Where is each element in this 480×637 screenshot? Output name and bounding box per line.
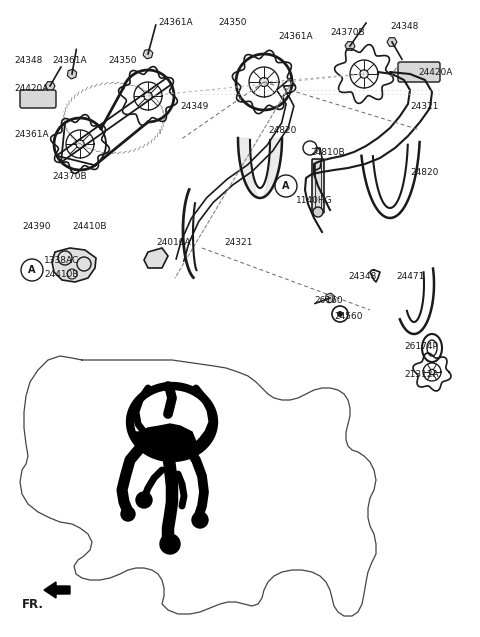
Polygon shape — [387, 38, 397, 47]
Text: 21312A: 21312A — [404, 370, 439, 379]
Text: 1140HG: 1140HG — [296, 196, 333, 205]
Circle shape — [429, 369, 435, 375]
Text: 24350: 24350 — [108, 56, 136, 65]
Text: 24410B: 24410B — [44, 270, 79, 279]
Text: 24010A: 24010A — [156, 238, 191, 247]
Text: 26160: 26160 — [314, 296, 343, 305]
Circle shape — [136, 492, 152, 508]
Text: A: A — [28, 265, 36, 275]
Polygon shape — [52, 248, 96, 282]
Circle shape — [160, 534, 180, 554]
Text: 24820: 24820 — [268, 126, 296, 135]
Text: A: A — [282, 181, 290, 191]
Text: 24370B: 24370B — [52, 172, 86, 181]
Polygon shape — [345, 41, 355, 50]
Text: 24420A: 24420A — [14, 84, 48, 93]
Text: 24349: 24349 — [180, 102, 208, 111]
Text: 24361A: 24361A — [278, 32, 312, 41]
Text: 24321: 24321 — [224, 238, 252, 247]
Text: 24410B: 24410B — [72, 222, 107, 231]
Text: 24361A: 24361A — [158, 18, 192, 27]
Text: 24348: 24348 — [390, 22, 419, 31]
Text: 26174P: 26174P — [404, 342, 438, 351]
Text: 24350: 24350 — [218, 18, 247, 27]
Text: 24348: 24348 — [14, 56, 42, 65]
Text: 24471: 24471 — [396, 272, 424, 281]
Circle shape — [360, 70, 368, 78]
Text: 24361A: 24361A — [52, 56, 86, 65]
Polygon shape — [45, 82, 55, 90]
Text: 24361A: 24361A — [14, 130, 48, 139]
Circle shape — [313, 207, 323, 217]
Polygon shape — [44, 582, 70, 598]
Text: 24810B: 24810B — [310, 148, 345, 157]
Text: 24820: 24820 — [410, 168, 438, 177]
Text: 24370B: 24370B — [330, 28, 365, 37]
Text: 24420A: 24420A — [418, 68, 452, 77]
Polygon shape — [67, 69, 77, 79]
Polygon shape — [144, 248, 168, 268]
Circle shape — [121, 507, 135, 521]
Text: 24321: 24321 — [410, 102, 438, 111]
Polygon shape — [325, 293, 335, 303]
Text: 24560: 24560 — [334, 312, 362, 321]
Polygon shape — [143, 49, 153, 59]
FancyBboxPatch shape — [312, 159, 324, 213]
Circle shape — [192, 512, 208, 528]
FancyBboxPatch shape — [398, 62, 440, 82]
Text: 24348: 24348 — [348, 272, 376, 281]
Text: 24390: 24390 — [22, 222, 50, 231]
Circle shape — [144, 92, 152, 100]
Circle shape — [76, 140, 84, 148]
FancyBboxPatch shape — [20, 90, 56, 108]
Circle shape — [260, 78, 268, 87]
Polygon shape — [136, 424, 196, 460]
Circle shape — [337, 311, 343, 317]
Text: FR.: FR. — [22, 598, 44, 611]
Text: 1338AC: 1338AC — [44, 256, 79, 265]
